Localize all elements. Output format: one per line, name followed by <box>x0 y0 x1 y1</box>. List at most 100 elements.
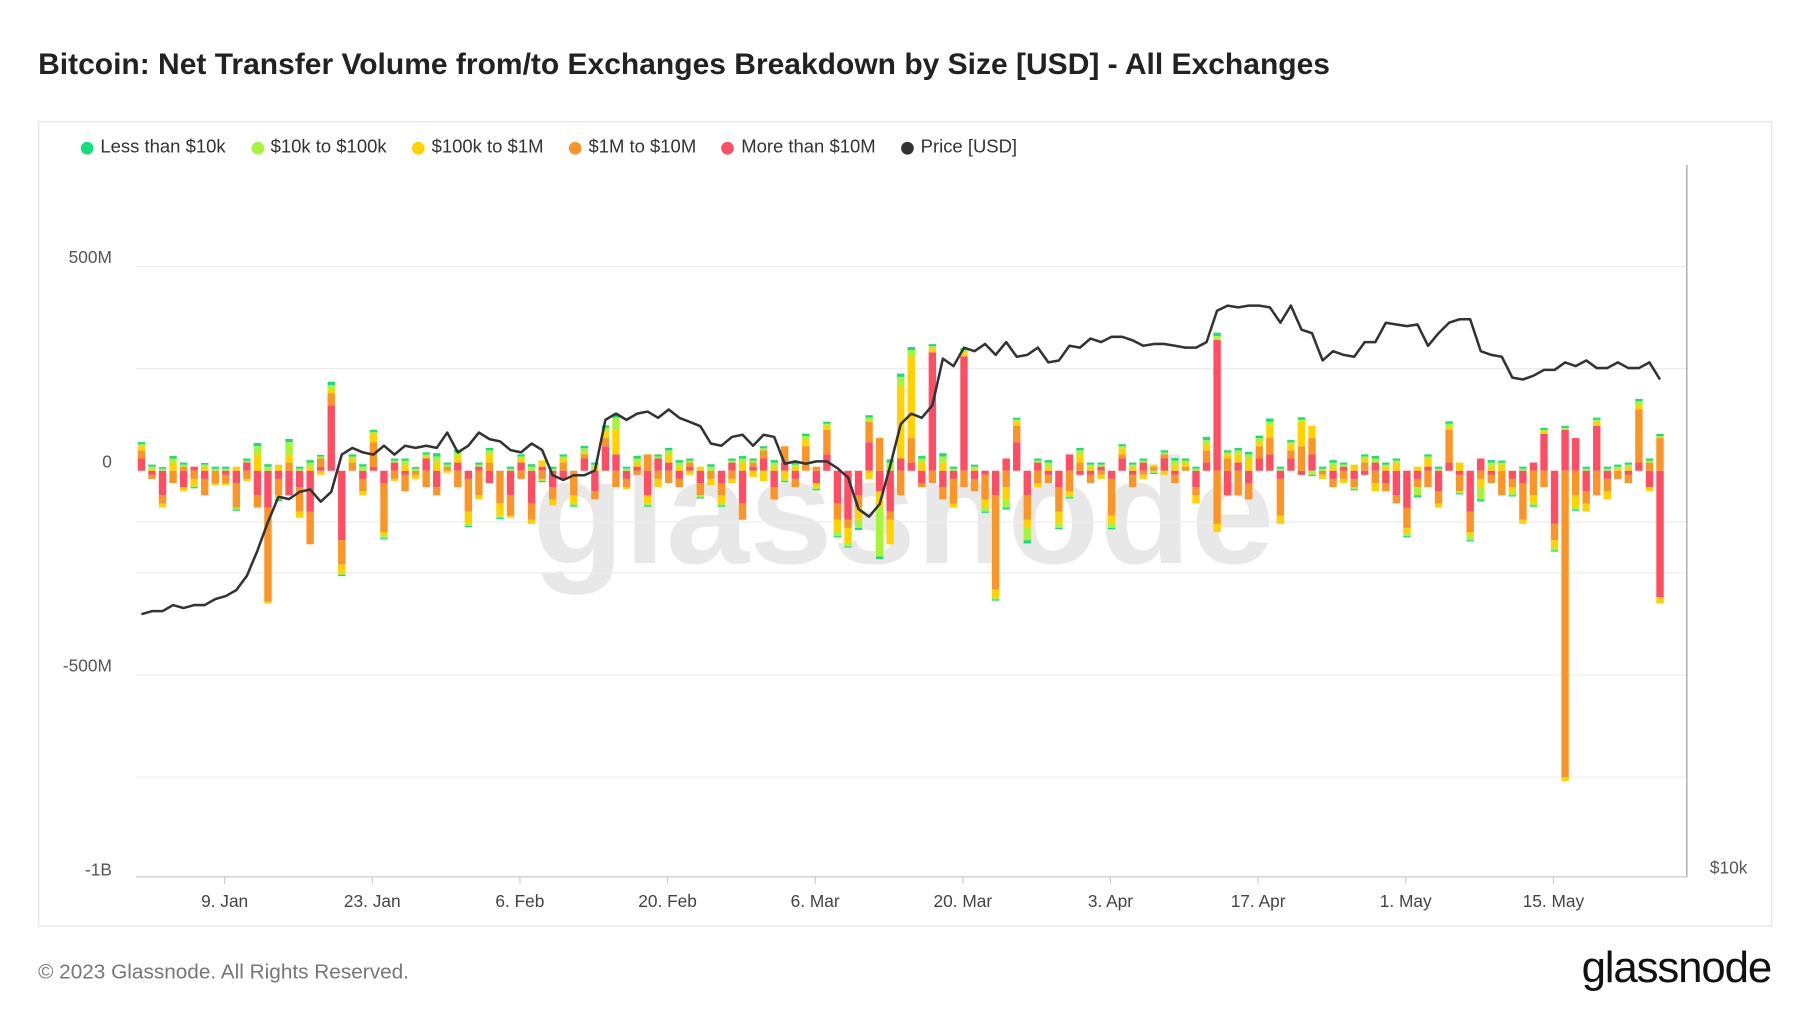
bar-segment <box>833 536 842 538</box>
bar-segment <box>791 466 799 471</box>
bar-segment <box>137 444 146 447</box>
bar-segment <box>1540 433 1548 471</box>
bar-segment <box>865 421 873 443</box>
bar-segment <box>1350 470 1358 479</box>
bar-segment <box>1656 438 1664 471</box>
bar-segment <box>665 454 673 463</box>
bar-segment <box>675 462 683 467</box>
bar-segment <box>295 511 304 518</box>
bar-segment <box>1392 460 1401 463</box>
bar-segment <box>1160 458 1169 471</box>
legend-dot-icon <box>80 141 94 155</box>
legend-item[interactable]: Less than $10k <box>80 137 226 158</box>
bar-segment <box>222 468 230 471</box>
bar-segment <box>1371 470 1379 484</box>
bar-segment <box>148 474 156 479</box>
bar-segment <box>991 599 1000 601</box>
bar-segment <box>148 466 156 469</box>
legend-item[interactable]: $1M to $10M <box>568 137 696 158</box>
bar-segment <box>253 495 262 508</box>
bar-segment <box>939 453 947 457</box>
bar-segment <box>327 393 335 406</box>
bar-segment <box>1571 495 1580 508</box>
bar-segment <box>1255 435 1263 439</box>
bar-segment <box>1002 499 1010 508</box>
bar-segment <box>1297 421 1306 447</box>
bar-segment <box>1192 487 1200 496</box>
bar-segment <box>454 462 462 471</box>
bar-segment <box>517 458 525 463</box>
bar-segment <box>1308 425 1316 439</box>
legend-item[interactable]: More than $10M <box>721 137 876 158</box>
bar-segment <box>1593 421 1601 426</box>
bar-segment <box>549 470 557 488</box>
bar-segment <box>1593 419 1601 422</box>
bar-segment <box>411 474 420 479</box>
x-tick-label: 1. May <box>1380 891 1432 911</box>
bar-segment <box>538 470 546 479</box>
bar-segment <box>390 460 399 463</box>
bar-segment <box>707 464 715 467</box>
bar-segment <box>1561 425 1569 428</box>
bar-segment <box>591 470 599 492</box>
bar-segment <box>1529 462 1538 471</box>
bar-segment <box>485 454 494 463</box>
bar-segment <box>179 487 188 492</box>
bar-segment <box>949 503 958 508</box>
bar-segment <box>686 466 694 471</box>
bar-segment <box>781 480 789 483</box>
bar-segment <box>485 470 494 484</box>
bar-segment <box>928 348 937 353</box>
bar-segment <box>1571 507 1580 510</box>
bar-segment <box>738 462 747 471</box>
bar-segment <box>812 470 821 484</box>
bar-segment <box>1635 405 1643 410</box>
bar-segment <box>1550 550 1559 552</box>
bar-segment <box>422 470 430 488</box>
bar-segment <box>643 495 652 504</box>
bar-segment <box>1234 447 1242 451</box>
bar-segment <box>1424 470 1432 488</box>
bar-segment <box>411 468 420 471</box>
bar-segment <box>454 452 462 457</box>
bar-segment <box>981 474 989 500</box>
legend-item[interactable]: $10k to $100k <box>250 137 387 158</box>
legend-item[interactable]: Price [USD] <box>901 137 1017 158</box>
bar-segment <box>749 462 757 467</box>
x-tick-label: 6. Mar <box>791 891 840 911</box>
bar-segment <box>1487 474 1495 484</box>
bar-segment <box>380 532 388 537</box>
bar-segment <box>633 458 641 463</box>
bar-segment <box>1139 458 1147 461</box>
bar-segment <box>1266 425 1274 439</box>
bar-segment <box>422 456 430 459</box>
bar-segment <box>675 470 683 479</box>
bar-segment <box>201 466 209 471</box>
bar-segment <box>696 497 705 499</box>
bar-segment <box>1445 427 1453 430</box>
bar-segment <box>580 452 589 455</box>
y-tick-label: 0 <box>102 451 112 471</box>
bar-segment <box>1403 534 1411 537</box>
bar-segment <box>686 470 694 475</box>
legend-item[interactable]: $100k to $1M <box>411 137 543 158</box>
bar-segment <box>707 478 715 486</box>
bar-segment <box>1107 523 1116 528</box>
bar-segment <box>1434 468 1443 471</box>
bar-segment <box>1339 466 1348 471</box>
legend-label: Less than $10k <box>100 137 226 157</box>
bar-segment <box>1234 450 1242 455</box>
bar-segment <box>717 470 726 484</box>
legend-dot-icon <box>901 141 914 155</box>
bar-segment <box>1097 470 1105 475</box>
bar-segment <box>443 470 451 473</box>
bar-segment <box>844 527 852 545</box>
bar-segment <box>1192 495 1200 504</box>
bar-segment <box>770 462 778 467</box>
bar-segment <box>1371 458 1379 463</box>
bar-segment <box>506 515 515 518</box>
bar-segment <box>232 507 241 510</box>
bar-segment <box>179 464 188 467</box>
legend-dot-icon <box>568 141 582 155</box>
bar-segment <box>1561 429 1569 471</box>
